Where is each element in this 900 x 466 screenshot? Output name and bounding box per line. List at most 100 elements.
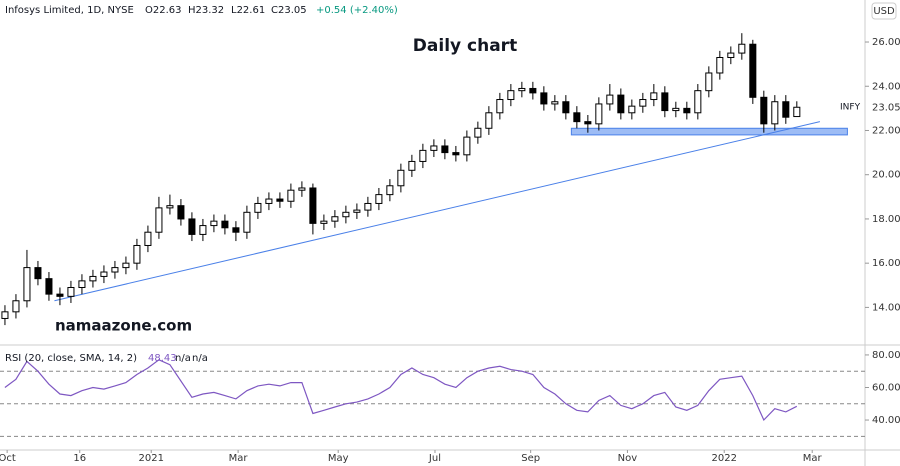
y-tick-label: 18.00 (872, 214, 900, 225)
candle-body (430, 145, 438, 151)
candle-body (56, 293, 64, 297)
plot (0, 33, 865, 437)
price-tag (866, 100, 900, 115)
y-tick-label: 24.00 (872, 81, 900, 92)
x-tick-label: Nov (618, 453, 638, 464)
candle-body (606, 94, 614, 105)
rsi-line (4, 359, 798, 422)
x-tick-label: Mar (803, 453, 823, 464)
candle-body (540, 92, 548, 105)
support-zone (570, 127, 848, 136)
candle-body (705, 72, 713, 92)
candle-body (166, 205, 174, 209)
candle-body (45, 278, 53, 295)
currency-box[interactable] (871, 2, 897, 20)
candle-body (243, 211, 251, 233)
low: L22.61 (231, 5, 265, 16)
x-tick-label: Oct (0, 453, 16, 464)
candle-body (375, 194, 383, 204)
candle-body (232, 227, 240, 233)
y-tick-label: 22.00 (872, 125, 900, 136)
candle-body (408, 160, 416, 171)
candle-body (177, 205, 185, 220)
candle-body (155, 207, 163, 233)
y-tick-label: 20.00 (872, 170, 900, 181)
candle-body (628, 105, 636, 114)
candle-body (474, 127, 482, 138)
candle-body (210, 220, 218, 227)
price-tag-label: 23.05 (872, 102, 900, 113)
candle-body (661, 92, 669, 112)
x-tick-label: 2022 (711, 453, 736, 464)
candle-body (617, 94, 625, 114)
candle-body (298, 187, 306, 191)
candle-body (78, 280, 86, 289)
candle-body (89, 275, 97, 282)
y-tick-label: 26.00 (872, 37, 900, 48)
candle-body (287, 189, 295, 202)
candle-body (397, 169, 405, 187)
candle-body (771, 101, 779, 125)
candle-body (650, 92, 658, 101)
candle-body (309, 187, 317, 224)
candle-body (265, 198, 273, 204)
change: +0.54 (+2.40%) (316, 5, 398, 16)
trendline (54, 121, 821, 302)
candle-body (34, 267, 42, 280)
candle-body (12, 300, 20, 313)
candle-body (100, 271, 108, 277)
y-tick-label: 60.00 (872, 382, 900, 393)
candle-body (485, 112, 493, 129)
candle-body (386, 185, 394, 196)
candle-body (551, 101, 559, 105)
candle-body (760, 96, 768, 125)
open: O22.63 (145, 5, 182, 16)
y-tick-label: 40.00 (872, 415, 900, 426)
candle-body (683, 107, 691, 114)
high: H23.32 (188, 5, 224, 16)
rsi-na: n/a (175, 353, 191, 364)
candle-body (188, 218, 196, 235)
candle-body (254, 202, 262, 213)
candle-body (529, 87, 537, 94)
candle-body (793, 106, 801, 118)
candle-body (122, 262, 130, 269)
candle-body (111, 267, 119, 273)
candle-body (716, 57, 724, 74)
candle-body (672, 107, 680, 112)
candle-body (452, 152, 460, 156)
candle-body (738, 43, 746, 54)
candle-body (727, 52, 735, 59)
candle-body (507, 90, 515, 101)
rsi-na: n/a (192, 353, 208, 364)
candle-body (639, 99, 647, 107)
candle-body (199, 225, 207, 235)
candle-body (584, 121, 592, 125)
close: C23.05 (271, 5, 307, 16)
candle-body (441, 145, 449, 154)
symbol-label: INFY (840, 103, 861, 113)
x-tick-label: Mar (229, 453, 249, 464)
x-tick-label: 16 (73, 453, 86, 464)
candle-body (364, 202, 372, 211)
chart-title: Daily chart (413, 36, 517, 56)
candle-body (67, 287, 75, 297)
candle-body (419, 149, 427, 162)
candle-body (496, 99, 504, 114)
candle-body (595, 103, 603, 125)
candle-body (23, 267, 31, 302)
y-tick-label: 80.00 (872, 350, 900, 361)
y-tick-label: 14.00 (872, 302, 900, 313)
candle-body (694, 90, 702, 114)
currency[interactable]: USD (873, 6, 895, 17)
candle-body (518, 87, 526, 92)
rsi-value: 48.43 (148, 353, 177, 364)
candle-body (573, 112, 581, 123)
candle-body (463, 136, 471, 156)
candle-body (331, 216, 339, 222)
y-tick-label: 16.00 (872, 258, 900, 269)
candle-body (562, 101, 570, 114)
candle-body (342, 211, 350, 218)
candle-body (144, 231, 152, 246)
